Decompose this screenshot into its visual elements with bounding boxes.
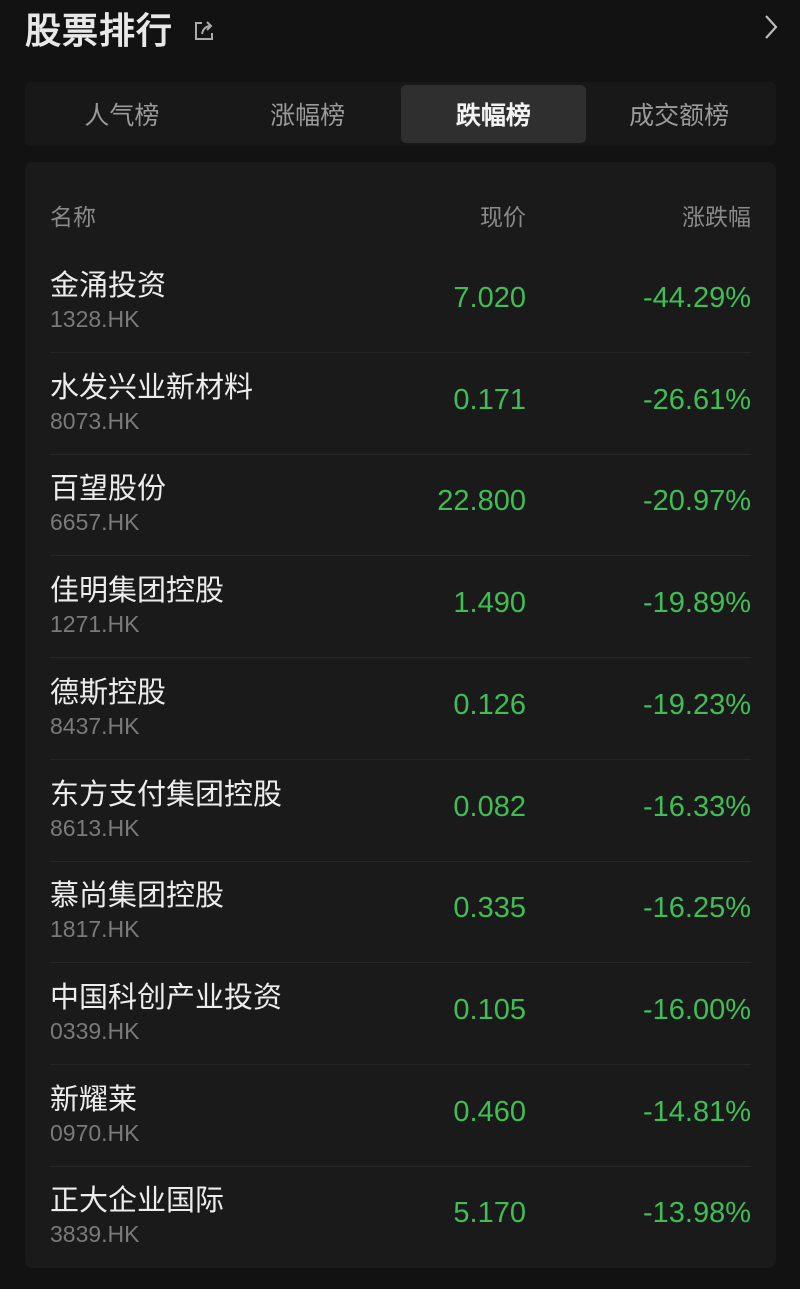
- stock-name: 正大企业国际: [50, 1185, 225, 1218]
- stock-change: -44.29%: [642, 282, 751, 314]
- stock-code: 6657.HK: [50, 509, 140, 536]
- stock-price: 0.460: [453, 1095, 526, 1128]
- stock-code: 1271.HK: [50, 611, 140, 638]
- stock-code: 8437.HK: [50, 712, 140, 739]
- stock-code: 8073.HK: [50, 407, 140, 434]
- stock-price: 0.171: [453, 383, 526, 416]
- stock-change: -20.97%: [642, 485, 751, 518]
- stock-code: 1817.HK: [50, 916, 140, 943]
- stock-code: 0970.HK: [50, 1119, 140, 1146]
- stock-code: 0339.HK: [50, 1017, 140, 1044]
- column-change-header[interactable]: 涨跌幅: [682, 204, 751, 230]
- table-header: 名称 现价 涨跌幅: [50, 192, 751, 232]
- stock-change: -16.33%: [642, 790, 751, 823]
- table-row[interactable]: 金涌投资 1328.HK 7.020 -44.29%: [50, 250, 751, 353]
- stock-price: 1.490: [453, 587, 526, 620]
- stock-change: -19.23%: [642, 688, 751, 721]
- stock-name: 金涌投资: [50, 270, 167, 302]
- stock-name: 百望股份: [50, 473, 167, 506]
- table-row[interactable]: 正大企业国际 3839.HK 5.170 -13.98%: [50, 1165, 751, 1267]
- tab-3[interactable]: 成交额榜: [629, 102, 730, 130]
- stock-name: 德斯控股: [50, 676, 167, 709]
- page-title: 股票排行: [25, 10, 174, 51]
- chevron-right-icon[interactable]: [763, 14, 779, 48]
- table-row[interactable]: 东方支付集团控股 8613.HK 0.082 -16.33%: [50, 759, 751, 862]
- stock-price: 0.082: [453, 790, 526, 823]
- stock-change: -14.81%: [642, 1095, 751, 1128]
- stock-code: 8613.HK: [50, 814, 140, 841]
- stock-price: 0.335: [453, 892, 526, 925]
- stock-change: -16.25%: [642, 892, 751, 925]
- stock-price: 22.800: [437, 485, 526, 518]
- stock-price: 7.020: [453, 282, 526, 314]
- external-link-icon[interactable]: [193, 20, 215, 42]
- stock-change: -13.98%: [642, 1197, 751, 1230]
- tab-0[interactable]: 人气榜: [84, 102, 160, 130]
- header: 股票排行: [25, 0, 785, 56]
- stock-name: 佳明集团控股: [50, 575, 225, 608]
- table-row[interactable]: 慕尚集团控股 1817.HK 0.335 -16.25%: [50, 860, 751, 964]
- stock-price: 0.126: [453, 688, 526, 721]
- stock-name: 中国科创产业投资: [50, 981, 283, 1014]
- column-name-header: 名称: [50, 204, 96, 230]
- table-row[interactable]: 佳明集团控股 1271.HK 1.490 -19.89%: [50, 555, 751, 659]
- stock-name: 慕尚集团控股: [50, 880, 225, 913]
- stock-code: 3839.HK: [50, 1221, 140, 1248]
- stock-change: -16.00%: [642, 993, 751, 1026]
- stock-price: 5.170: [453, 1197, 526, 1230]
- stock-change: -26.61%: [642, 383, 751, 416]
- column-price-header[interactable]: 现价: [480, 204, 526, 230]
- table-row[interactable]: 水发兴业新材料 8073.HK 0.171 -26.61%: [50, 352, 751, 455]
- table-row[interactable]: 新耀莱 0970.HK 0.460 -14.81%: [50, 1064, 751, 1167]
- table-row[interactable]: 德斯控股 8437.HK 0.126 -19.23%: [50, 657, 751, 760]
- stock-name: 水发兴业新材料: [50, 371, 254, 404]
- stock-ranking-table: 名称 现价 涨跌幅 金涌投资 1328.HK 7.020 -44.29% 水发兴业…: [25, 162, 776, 1268]
- tab-1[interactable]: 涨幅榜: [270, 102, 346, 130]
- ranking-tabs: 人气榜 涨幅榜 跌幅榜 成交额榜: [25, 82, 776, 146]
- stock-change: -19.89%: [642, 587, 751, 620]
- table-row[interactable]: 百望股份 6657.HK 22.800 -20.97%: [50, 453, 751, 557]
- tab-2[interactable]: 跌幅榜: [400, 85, 587, 143]
- stock-name: 新耀莱: [50, 1083, 138, 1116]
- stock-code: 1328.HK: [50, 306, 140, 332]
- table-row[interactable]: 中国科创产业投资 0339.HK 0.105 -16.00%: [50, 962, 751, 1065]
- stock-price: 0.105: [453, 993, 526, 1026]
- stock-name: 东方支付集团控股: [50, 778, 283, 811]
